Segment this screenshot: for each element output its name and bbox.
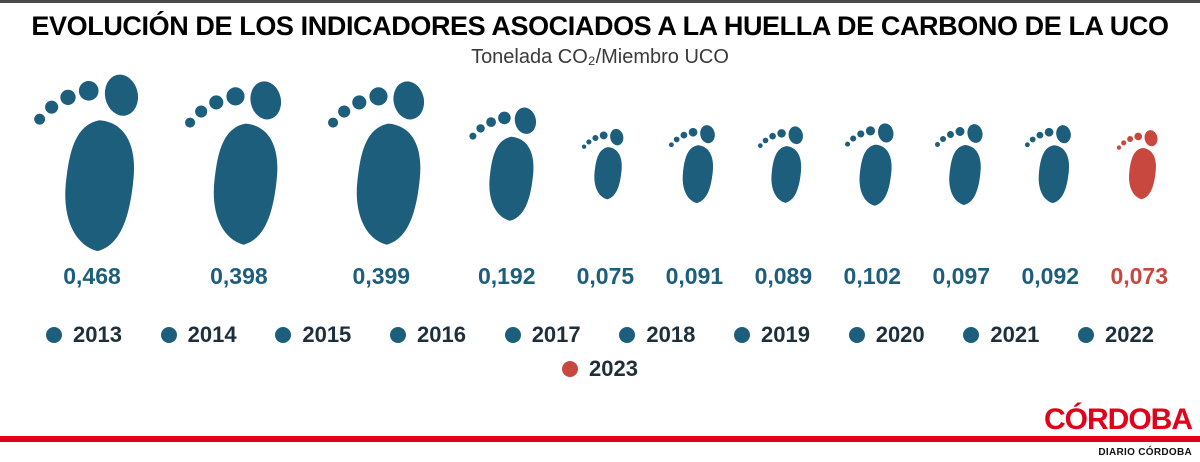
footprint-icon <box>668 125 715 204</box>
legend-item-2023: 2023 <box>562 356 638 382</box>
footprint-box <box>326 69 437 261</box>
footprint-box <box>934 69 989 261</box>
footprint-box <box>581 69 629 261</box>
footprint-box <box>32 69 152 261</box>
footprint-column-2020: 0,102 <box>843 69 902 290</box>
legend-dot-icon <box>562 361 579 377</box>
footprint-box <box>1116 69 1163 261</box>
legend-dot-icon <box>390 327 407 343</box>
footprint-value-2013: 0,468 <box>63 263 121 289</box>
legend-label-2014: 2014 <box>187 322 237 347</box>
footprint-box <box>468 69 545 261</box>
footprint-column-2019: 0,089 <box>754 69 813 290</box>
footprint-icon <box>1116 129 1158 199</box>
legend-dot-icon <box>963 327 980 343</box>
legend-label-2016: 2016 <box>417 322 466 347</box>
footprint-column-2021: 0,097 <box>932 69 991 290</box>
legend-item-2018: 2018 <box>619 322 695 348</box>
legend-label-2019: 2019 <box>761 322 810 347</box>
legend-row-1: 2013 2014 2015 2016 2017 2018 2019 2020 2021 2022 <box>0 322 1200 348</box>
footprint-value-2021: 0,097 <box>932 263 991 289</box>
legend-label-2017: 2017 <box>531 322 581 347</box>
footer-caption: DIARIO CÓRDOBA <box>1098 447 1192 458</box>
chart-subtitle: Tonelada CO₂/Miembro UCO <box>471 46 729 68</box>
legend-label-2013: 2013 <box>73 322 122 347</box>
legend-item-2019: 2019 <box>734 322 810 348</box>
footprint-box <box>1024 69 1077 261</box>
footprint-column-2022: 0,092 <box>1021 69 1079 290</box>
footprint-box <box>668 69 721 261</box>
footprint-value-2020: 0,102 <box>843 263 902 289</box>
footprint-value-2016: 0,192 <box>477 263 536 289</box>
legend-item-2016: 2016 <box>390 322 466 348</box>
footprint-box <box>757 69 809 261</box>
legend-dot-icon <box>275 327 292 343</box>
legend-dot-icon <box>619 327 636 343</box>
legend-item-2013: 2013 <box>46 322 122 348</box>
legend-label-2023: 2023 <box>589 356 638 381</box>
footprint-column-2015: 0,399 <box>326 69 437 290</box>
footprint-icon <box>1024 125 1071 204</box>
footprint-value-2017: 0,075 <box>576 263 635 289</box>
footprint-value-2014: 0,398 <box>210 263 268 289</box>
footprint-icon <box>34 74 139 252</box>
footprint-column-2014: 0,398 <box>183 69 294 290</box>
footprint-column-2023: 0,073 <box>1110 69 1168 290</box>
legend-row-2: 2023 <box>0 356 1200 382</box>
legend-label-2020: 2020 <box>875 322 925 347</box>
footprint-value-2018: 0,091 <box>665 263 724 289</box>
footprint-icon <box>845 122 894 206</box>
footprint-icon <box>327 81 424 245</box>
legend-item-2022: 2022 <box>1078 322 1154 348</box>
legend-dot-icon <box>1078 327 1095 343</box>
footprint-value-2015: 0,399 <box>352 263 411 289</box>
footprint-icon <box>185 81 282 245</box>
footprint-column-2016: 0,192 <box>468 69 545 290</box>
footprint-value-2022: 0,092 <box>1021 263 1080 289</box>
footprint-value-2023: 0,073 <box>1110 263 1168 289</box>
legend-item-2015: 2015 <box>275 322 351 348</box>
footprint-icon <box>934 123 983 205</box>
legend-dot-icon <box>734 327 751 343</box>
legend-item-2021: 2021 <box>963 322 1039 348</box>
legend-label-2015: 2015 <box>302 322 352 347</box>
footprint-column-2018: 0,091 <box>665 69 724 290</box>
footprint-column-2013: 0,468 <box>32 69 152 290</box>
footprint-icon <box>469 107 537 221</box>
legend-label-2018: 2018 <box>646 322 696 347</box>
legend-dot-icon <box>46 327 62 343</box>
footprint-box <box>844 69 900 261</box>
legend-label-2021: 2021 <box>990 322 1040 347</box>
legend-item-2017: 2017 <box>504 322 581 348</box>
footprint-column-2017: 0,075 <box>576 69 635 290</box>
chart-title: EVOLUCIÓN DE LOS INDICADORES ASOCIADOS A… <box>31 11 1169 41</box>
footprint-box <box>183 69 294 261</box>
legend-dot-icon <box>848 327 865 343</box>
footer-red-bar <box>0 436 1200 442</box>
legend-dot-icon <box>504 327 521 343</box>
footprint-value-2019: 0,089 <box>754 263 813 289</box>
footprint-chart: 0,468 0,398 0,399 0,192 0,075 0,091 0,089 0,102… <box>0 69 1200 290</box>
footprint-icon <box>582 128 624 200</box>
legend-dot-icon <box>160 327 177 343</box>
cordoba-logo: CÓRDOBA <box>1044 403 1193 436</box>
legend-label-2022: 2022 <box>1105 322 1154 347</box>
legend-item-2020: 2020 <box>848 322 925 348</box>
footprint-icon <box>758 125 804 203</box>
legend-item-2014: 2014 <box>160 322 237 348</box>
